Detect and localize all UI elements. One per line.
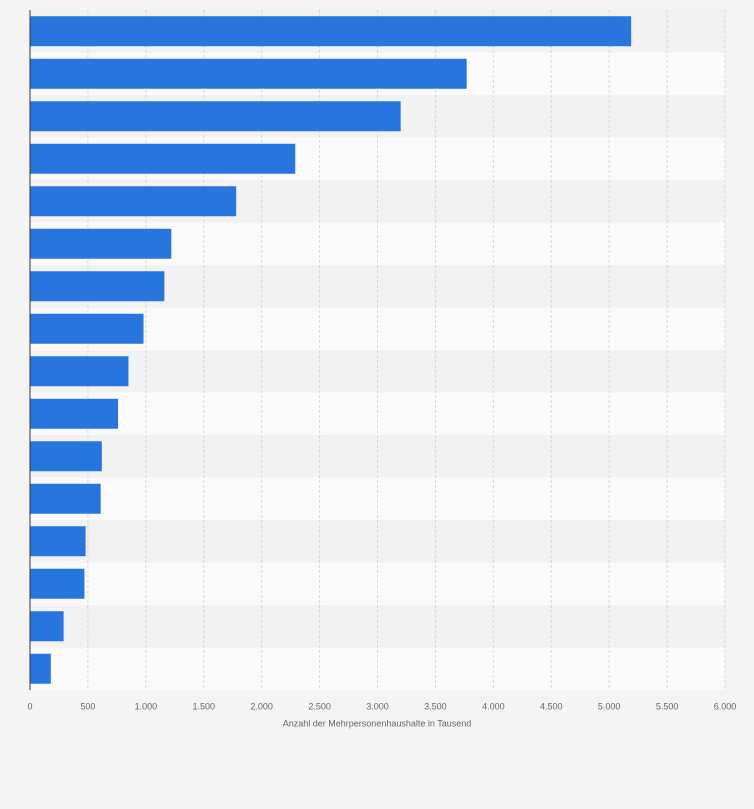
bar bbox=[30, 16, 632, 47]
bar bbox=[30, 441, 102, 472]
x-tick-label: 4.500 bbox=[540, 701, 563, 711]
x-tick-label: 1.500 bbox=[192, 701, 215, 711]
bar bbox=[30, 58, 467, 89]
bar bbox=[30, 483, 101, 514]
row-band bbox=[30, 562, 725, 605]
x-tick-label: 3.000 bbox=[366, 701, 389, 711]
bar bbox=[30, 398, 119, 429]
x-tick-label: 1.000 bbox=[135, 701, 158, 711]
bar bbox=[30, 356, 129, 387]
x-tick-label: 6.000 bbox=[714, 701, 737, 711]
row-band bbox=[30, 392, 725, 435]
row-band bbox=[30, 477, 725, 520]
x-tick-label: 0 bbox=[27, 701, 32, 711]
x-tick-label: 3.500 bbox=[424, 701, 447, 711]
bar bbox=[30, 101, 401, 132]
x-tick-label: 500 bbox=[80, 701, 95, 711]
bar bbox=[30, 568, 85, 599]
bar bbox=[30, 526, 86, 557]
bar bbox=[30, 228, 172, 259]
bar bbox=[30, 653, 51, 684]
x-tick-label: 2.500 bbox=[308, 701, 331, 711]
bar bbox=[30, 186, 237, 217]
bar bbox=[30, 313, 144, 344]
bar bbox=[30, 611, 64, 642]
bar bbox=[30, 143, 296, 174]
x-tick-label: 5.500 bbox=[656, 701, 679, 711]
row-band bbox=[30, 647, 725, 690]
x-tick-label: 5.000 bbox=[598, 701, 621, 711]
x-axis-label: Anzahl der Mehrpersonenhaushalte in Taus… bbox=[283, 718, 471, 728]
x-tick-label: 2.000 bbox=[250, 701, 273, 711]
x-tick-label: 4.000 bbox=[482, 701, 505, 711]
bar bbox=[30, 271, 165, 302]
